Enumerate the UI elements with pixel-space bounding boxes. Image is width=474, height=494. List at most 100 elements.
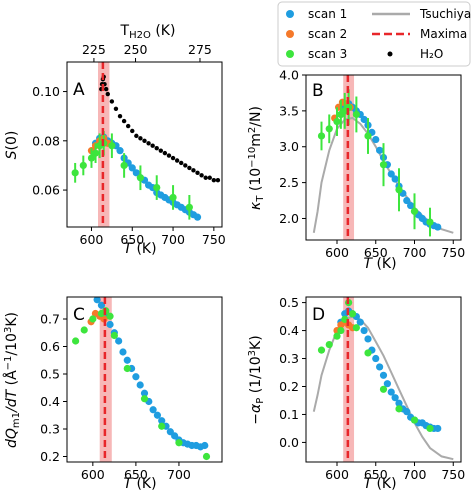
panel-b-xtick-label: 700 (403, 245, 427, 260)
legend-marker-0 (286, 10, 294, 18)
legend-label-4: Maxima (420, 27, 467, 41)
panel-a-point-h2o (113, 106, 119, 111)
panel-a-point-scan3 (153, 183, 161, 192)
panel-a-frame (66, 61, 223, 228)
panel-d-point-scan3 (352, 324, 360, 332)
panel-b-xlabel: T (K) (363, 256, 396, 272)
panel-a-point-h2o (191, 168, 196, 173)
panel-d-point-scan3 (325, 340, 333, 349)
panel-a-point-h2o (215, 178, 221, 183)
panel-b-xtick-label: 750 (441, 245, 465, 260)
panel-d-point-scan1 (391, 394, 399, 402)
panel-a-point-h2o (203, 175, 208, 180)
panel-b-point-scan1 (372, 135, 380, 144)
panel-c-point-scan1 (123, 356, 131, 364)
panel-a-xlabel: T (K) (123, 241, 156, 257)
panel-b-frame (305, 74, 462, 241)
legend-marker-2 (286, 50, 294, 58)
panel-a-point-h2o (117, 113, 123, 119)
legend-label-1: scan 2 (308, 27, 347, 41)
panel-a-xtick-label: 750 (202, 232, 226, 247)
panel-d-frame (305, 296, 462, 463)
legend-label-0: scan 1 (308, 7, 347, 21)
panel-b-point-scan1 (391, 175, 399, 183)
panel-b-point-scan3 (395, 186, 403, 194)
panel-d-point-scan3 (337, 326, 345, 335)
panel-a-point-scan3 (185, 203, 193, 211)
panel-a-point-h2o (174, 158, 180, 163)
panel-b-point-scan3 (352, 110, 360, 119)
panel-a-point-scan3 (169, 193, 177, 202)
panel-a-top-xtick-label: 275 (188, 42, 212, 57)
panel-d-xlabel: T (K) (363, 476, 396, 492)
panel-c-point-scan1 (97, 301, 106, 309)
panel-c-point-scan1 (201, 441, 209, 450)
panel-d-xtick-label: 700 (403, 467, 427, 482)
panel-a-point-h2o (125, 123, 131, 129)
panel-c-point-scan1 (132, 373, 140, 381)
panel-a-point-h2o (207, 175, 212, 180)
panel-d-point-scan3 (395, 405, 403, 413)
panel-a: A TH2O (K) T (K) S(0) 600 650 700 750 0.06 0.… (4, 23, 226, 257)
panel-b-ytick-label: 3.0 (279, 139, 299, 154)
panel-a-point-h2o (105, 91, 110, 97)
panel-d-label: D (312, 305, 325, 325)
panel-b-point-scan1 (387, 170, 395, 178)
panel-a-point-h2o (150, 143, 155, 148)
panel-d-xtick-label: 750 (441, 467, 465, 482)
panel-b-ytick-label: 4.0 (279, 68, 299, 83)
panel-a-point-scan3 (91, 149, 100, 157)
panel-a-point-h2o (195, 170, 200, 176)
panel-d-point-scan3 (317, 346, 326, 354)
panel-c-point-scan3 (89, 315, 97, 323)
panel-c-point-scan1 (115, 337, 123, 345)
panel-a-point-h2o (138, 136, 143, 141)
panel-d-point-scan1 (360, 326, 368, 335)
panel-b-point-scan3 (325, 125, 333, 133)
panel-b-ytick-label: 2.0 (279, 211, 299, 226)
panel-a-point-scan3 (71, 169, 79, 177)
panel-b-ytick-label: 3.5 (279, 103, 299, 118)
panel-a-point-scan1 (128, 164, 136, 172)
panel-c-xtick-label: 600 (81, 467, 105, 482)
panel-d-ytick-label: 0.0 (279, 435, 299, 450)
panel-a-xtick-label: 700 (161, 232, 185, 247)
panel-a-point-scan3 (136, 174, 145, 182)
panel-b-ylabel: κT (10−10m2/N) (247, 106, 266, 210)
panel-b-ytick-label: 2.5 (279, 175, 299, 190)
panel-c-ytick-label: 0.2 (40, 449, 60, 464)
panel-c-ytick-label: 0.7 (40, 312, 60, 327)
panel-c-point-scan3 (140, 395, 149, 403)
panel-b-xtick-label: 650 (364, 245, 388, 260)
panel-d-xtick-label: 600 (325, 467, 349, 482)
panel-a-xtick-label: 650 (120, 232, 144, 247)
panel-c-point-scan1 (106, 320, 114, 329)
panel-c-xtick-label: 700 (167, 467, 191, 482)
panel-a-point-h2o (134, 133, 139, 139)
panel-a-point-h2o (166, 153, 172, 158)
panel-d-xtick-label: 650 (364, 467, 388, 482)
panel-c-point-scan3 (123, 364, 131, 373)
panel-c-ytick-label: 0.5 (40, 367, 60, 382)
panel-a-ytick-label: 0.10 (32, 84, 60, 99)
panel-b-point-scan1 (360, 115, 368, 124)
panel-d-point-scan3 (333, 332, 341, 340)
panel-c-ylabel: dQm1/dT (Å−1/103K) (3, 312, 22, 448)
panel-c-point-scan1 (158, 417, 166, 425)
legend-marker-5 (387, 51, 393, 57)
legend-label-2: scan 3 (308, 47, 347, 61)
panel-b-xtick-label: 600 (325, 245, 349, 260)
panel-d-point-scan3 (379, 385, 388, 393)
panel-b-point-scan3 (333, 118, 341, 126)
panel-a-point-h2o (142, 138, 147, 144)
panel-c-point-scan3 (110, 331, 118, 340)
panel-d-point-scan1 (372, 354, 380, 363)
panel-a-point-scan1 (116, 147, 124, 155)
panel-a-point-scan3 (120, 161, 128, 170)
panel-b-point-scan1 (407, 201, 415, 210)
panel-c-label: C (73, 305, 85, 325)
panel-d-ytick-label: 0.5 (279, 295, 299, 310)
panel-a-top-xtick-label: 250 (124, 42, 148, 57)
panel-a-point-scan1 (193, 213, 202, 221)
panel-a-ytick-label: 0.08 (32, 133, 60, 148)
